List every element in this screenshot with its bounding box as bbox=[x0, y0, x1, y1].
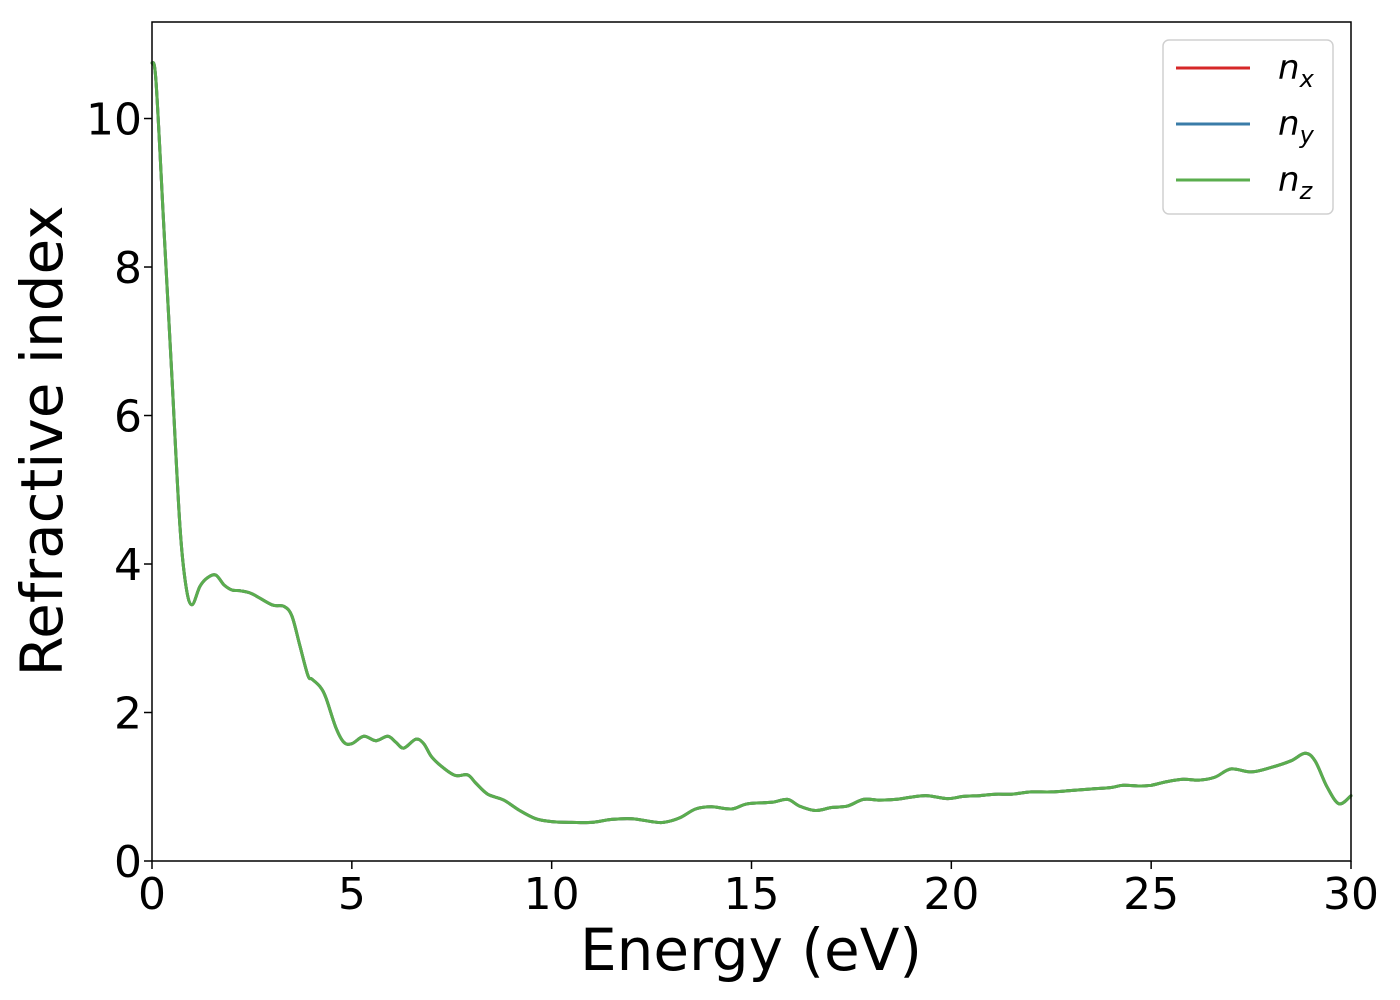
x-tick-label: 20 bbox=[923, 869, 979, 920]
legend-label: nz bbox=[1278, 160, 1314, 205]
y-tick-label: 2 bbox=[114, 689, 142, 740]
x-tick-label: 15 bbox=[724, 869, 780, 920]
legend-label: ny bbox=[1278, 104, 1315, 149]
series-line-n-z bbox=[150, 61, 1353, 825]
y-tick-label: 8 bbox=[114, 243, 142, 294]
x-tick-label: 10 bbox=[524, 869, 580, 920]
x-tick-label: 5 bbox=[338, 869, 366, 920]
y-tick-label: 4 bbox=[114, 540, 142, 591]
y-axis-ticks: 0 2 4 6 8 10 bbox=[86, 95, 152, 888]
x-axis-ticks: 0 5 10 15 20 25 30 bbox=[138, 861, 1379, 920]
legend-box bbox=[1162, 39, 1334, 215]
x-tick-label: 30 bbox=[1323, 869, 1379, 920]
y-axis-title: Refractive index bbox=[8, 205, 76, 676]
series-layer bbox=[150, 61, 1353, 825]
y-tick-label: 6 bbox=[114, 392, 142, 443]
legend-label: nx bbox=[1278, 48, 1315, 93]
x-axis-title: Energy (eV) bbox=[580, 916, 922, 984]
x-tick-label: 25 bbox=[1123, 869, 1179, 920]
y-tick-label: 0 bbox=[114, 837, 142, 888]
x-tick-label: 0 bbox=[138, 869, 166, 920]
y-tick-label: 10 bbox=[86, 95, 142, 146]
legend: nx ny nz bbox=[1162, 39, 1334, 215]
